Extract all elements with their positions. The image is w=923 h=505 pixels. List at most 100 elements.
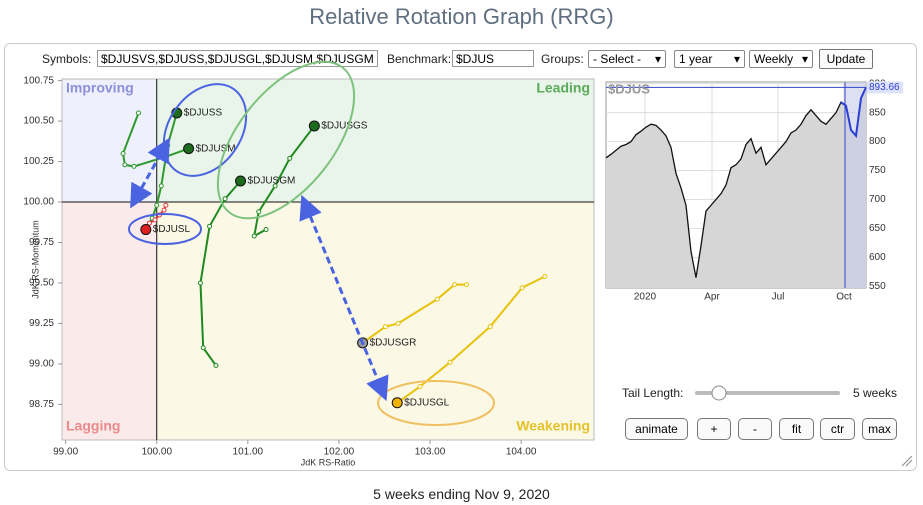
tail-point <box>213 363 219 369</box>
series-label: $DJUSM <box>196 143 236 154</box>
tail-point <box>163 202 169 208</box>
y-tick-label: 99.25 <box>29 318 54 329</box>
tail-point <box>395 320 401 326</box>
annotation-ellipse <box>377 380 495 426</box>
control-button[interactable]: ctr <box>820 418 855 440</box>
tail-point <box>417 384 423 390</box>
y-tick-label: 99.50 <box>29 278 54 289</box>
x-tick-label: 101.00 <box>233 447 264 458</box>
tail <box>199 180 242 367</box>
page-title: Relative Rotation Graph (RRG) <box>309 4 614 29</box>
x-tick-label: Apr <box>704 292 720 303</box>
footer: 5 weeks ending Nov 9, 2020 <box>373 486 550 502</box>
quadrant <box>156 202 594 440</box>
tail-highlight <box>845 82 866 288</box>
x-tick-label: 100.00 <box>141 447 172 458</box>
benchmark-label: Benchmark: <box>387 52 452 66</box>
tail-length-label: Tail Length: <box>622 386 684 400</box>
tail-point <box>152 217 158 223</box>
tail-point <box>452 282 458 288</box>
period-select[interactable]: 1 year <box>674 50 745 68</box>
tail-point <box>382 324 388 330</box>
tail-point <box>122 162 128 168</box>
x-tick-label: Oct <box>836 292 852 303</box>
series-label: $DJUSS <box>184 108 223 119</box>
quadrant <box>62 202 157 440</box>
annotation-ellipse <box>216 60 356 220</box>
tail-point <box>463 282 469 288</box>
control-button[interactable]: + <box>697 418 731 440</box>
quadrant-label: Improving <box>66 80 134 96</box>
control-button[interactable]: fit <box>779 418 814 440</box>
last-value-box <box>867 81 903 94</box>
x-tick-label: 2020 <box>634 292 657 303</box>
tail-point <box>146 220 152 226</box>
x-tick-label: 99.00 <box>53 447 78 458</box>
control-button[interactable]: - <box>738 418 772 440</box>
annotation-arrow <box>130 137 170 209</box>
tail-point <box>272 183 278 189</box>
benchmark-input[interactable]: $DJUS <box>452 50 534 67</box>
control-button[interactable]: max <box>862 418 897 440</box>
update-button[interactable]: Update <box>819 49 873 69</box>
y-tick-label: 100.00 <box>23 197 54 208</box>
groups-label: Groups: <box>541 52 584 66</box>
x-tick-label: Jul <box>772 292 785 303</box>
tail-point <box>519 285 525 291</box>
y-tick-label: 99.00 <box>29 359 54 370</box>
tail-point <box>263 227 269 233</box>
tail-point <box>161 207 167 213</box>
tail-point <box>447 359 453 365</box>
quadrant-label: Weakening <box>516 418 590 434</box>
annotation-ellipse <box>162 83 248 177</box>
tail-point <box>434 296 440 302</box>
tail-point <box>200 345 206 351</box>
y-tick-label: 750 <box>869 165 886 176</box>
y-tick-label: 100.50 <box>23 116 54 127</box>
tail <box>396 275 546 404</box>
plot-frame <box>61 78 595 441</box>
tail-point <box>165 142 171 148</box>
end-point <box>391 397 403 409</box>
resize-grip[interactable] <box>901 455 913 467</box>
y-tick-label: 100.25 <box>23 156 54 167</box>
y-tick-label: 850 <box>869 107 886 118</box>
annotations <box>128 60 495 426</box>
control-button[interactable]: animate <box>625 418 688 440</box>
tail-point <box>222 196 228 202</box>
end-point <box>235 175 247 187</box>
tail-point <box>207 223 213 229</box>
tail-point <box>154 202 160 208</box>
symbols-input[interactable]: $DJUSVS,$DJUSS,$DJUSGL,$DJUSM,$DJUSGM <box>97 50 378 67</box>
series-label: $DJUSGS <box>321 121 367 132</box>
tail-point <box>487 324 493 330</box>
series-label: $DJUSL <box>153 224 191 235</box>
y-tick-label: 600 <box>869 252 886 263</box>
tail-point <box>131 163 137 169</box>
quadrant <box>156 79 594 203</box>
annotation-arrow <box>299 194 389 402</box>
tail-point <box>120 150 126 156</box>
series-label: $DJUSGR <box>370 338 417 349</box>
tail-slider[interactable] <box>695 385 840 401</box>
end-point <box>140 224 152 236</box>
y-tick-label: 100.75 <box>23 75 54 86</box>
tail-point <box>256 209 262 215</box>
y-tick-label: 800 <box>869 136 886 147</box>
y-tick-label: 99.75 <box>29 237 54 248</box>
annotation-ellipse <box>128 213 202 245</box>
tail-point <box>287 155 293 161</box>
mini-chart-title: $DJUS <box>608 81 650 96</box>
panel <box>4 43 917 471</box>
groups-select[interactable]: - Select - <box>588 50 666 68</box>
last-value-label: 893.66 <box>869 82 900 93</box>
tail-point <box>542 273 548 279</box>
frequency-select[interactable]: Weekly <box>749 50 813 68</box>
tail-point <box>136 110 142 116</box>
y-axis-label: JdK RS-Momentum <box>30 220 40 299</box>
x-tick-label: 103.00 <box>415 447 446 458</box>
price-line-tail <box>840 86 867 139</box>
tail-point <box>251 233 257 239</box>
